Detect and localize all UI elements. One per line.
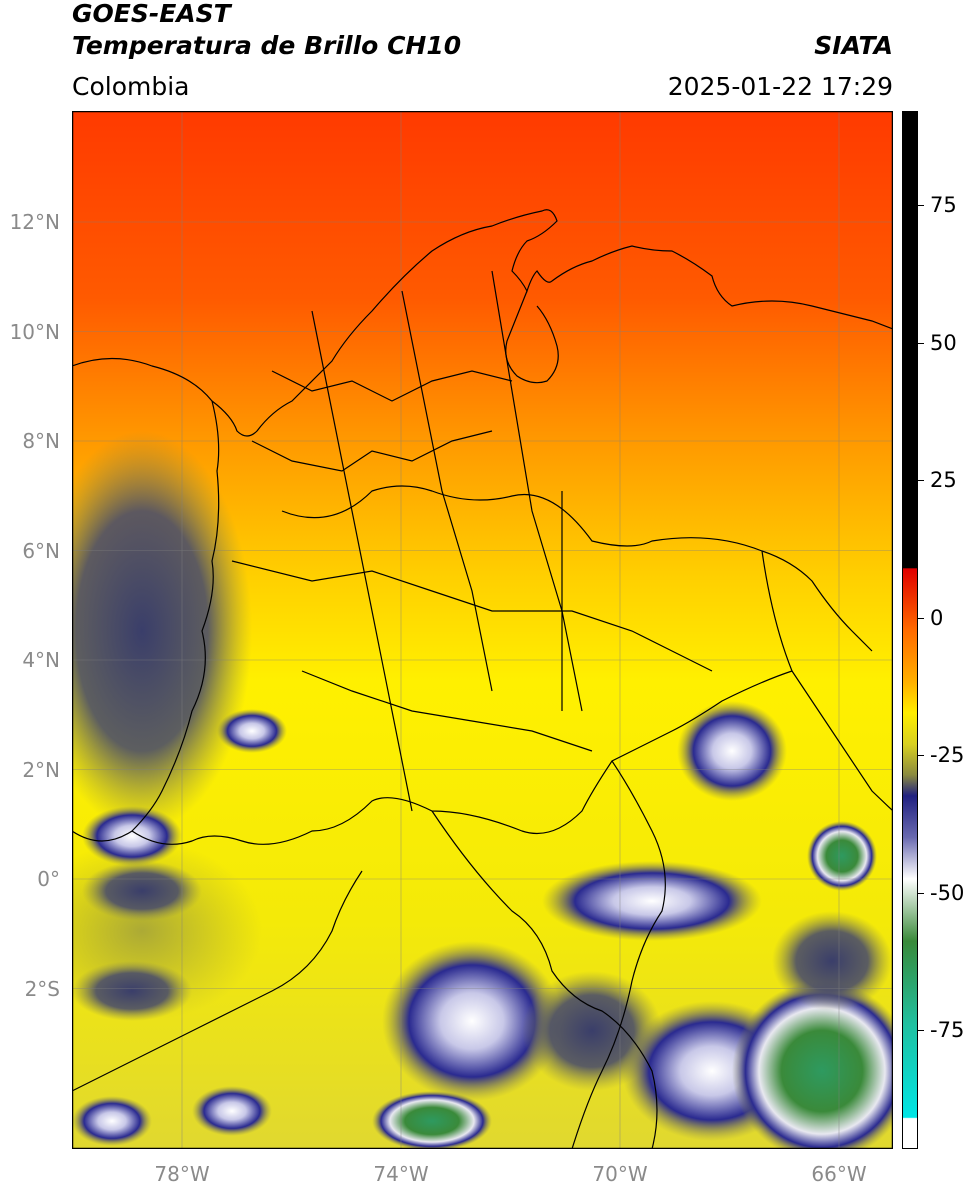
colorbar [902, 111, 918, 1149]
gridlines [72, 111, 893, 1149]
lat-label: 8°N [22, 429, 60, 453]
lon-label: 70°W [592, 1162, 648, 1186]
timestamp-label: 2025-01-22 17:29 [667, 72, 893, 101]
lat-label: 0° [37, 867, 60, 891]
colorbar-label: 75 [930, 193, 957, 217]
lat-label: 2°S [24, 976, 60, 1001]
colorbar-tick [918, 205, 924, 206]
colorbar-tick [918, 755, 924, 756]
colorbar-tick [918, 480, 924, 481]
colorbar-label: 25 [930, 468, 957, 492]
lat-label: 12°N [9, 210, 60, 234]
brand-label: SIATA [814, 31, 893, 60]
lon-label: 74°W [373, 1162, 429, 1186]
lon-label: 78°W [154, 1162, 210, 1186]
lat-label: 10°N [9, 319, 60, 344]
colorbar-label: 50 [930, 330, 957, 355]
lat-label: 4°N [22, 648, 60, 672]
lat-label: 6°N [22, 538, 60, 563]
colorbar-label: -75 [930, 1018, 965, 1042]
colorbar-label: 0 [930, 605, 944, 630]
product-title: Temperatura de Brillo CH10 [72, 31, 462, 60]
colorbar-tick [918, 617, 924, 619]
colorbar-label: -50 [930, 880, 965, 905]
colorbar-tick [918, 892, 924, 894]
colorbar-tick [918, 1030, 924, 1031]
colorbar-label: -25 [930, 743, 965, 767]
country-borders [72, 209, 893, 1149]
colorbar-tick [918, 342, 924, 344]
region-label: Colombia [72, 72, 190, 101]
lat-label: 2°N [22, 757, 60, 782]
lon-label: 66°W [811, 1162, 867, 1186]
satellite-title: GOES-EAST [72, 0, 231, 28]
brightness-temperature-map [72, 111, 893, 1149]
